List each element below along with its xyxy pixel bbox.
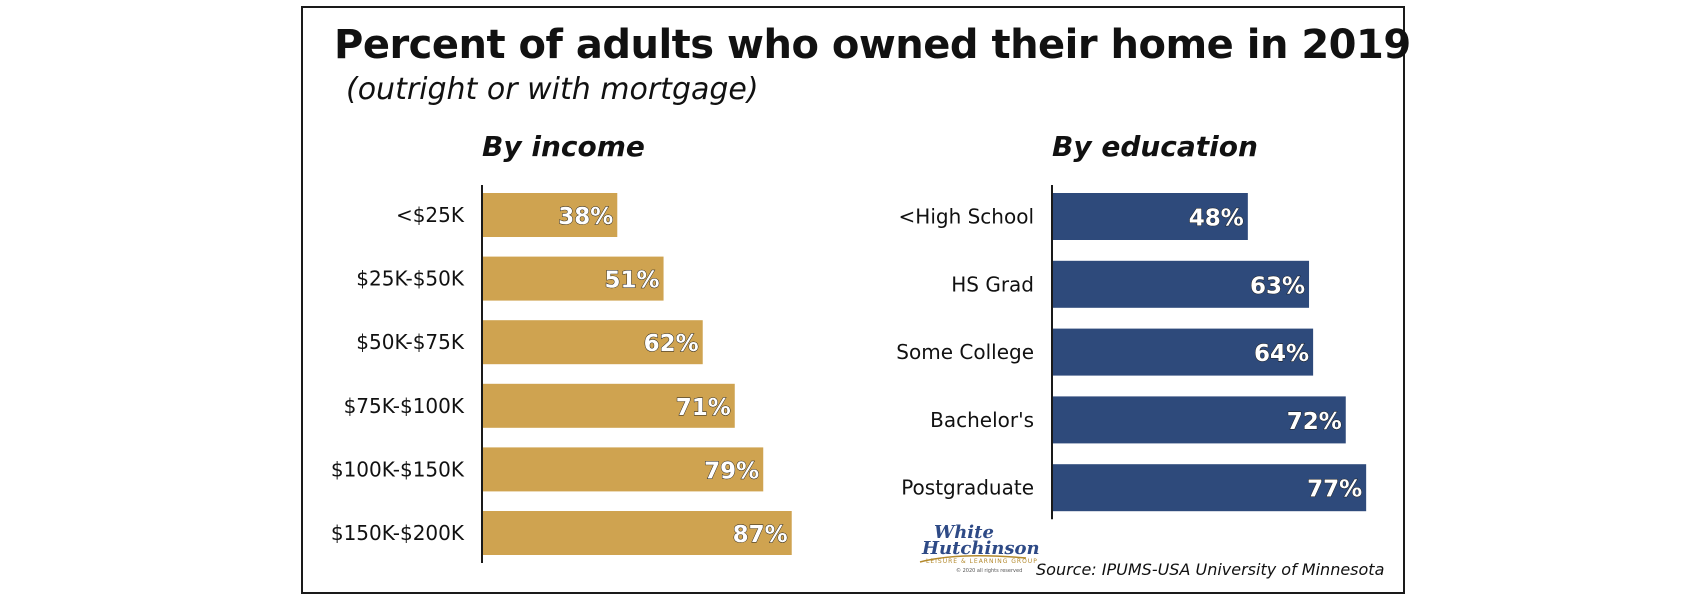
education-value-label: 72% (1287, 409, 1342, 435)
income-category-label: $75K-$100K (344, 394, 465, 418)
education-category-label: Bachelor's (930, 408, 1034, 432)
income-category-label: $50K-$75K (356, 330, 465, 354)
education-bar (1052, 193, 1248, 240)
education-category-label: Some College (896, 340, 1034, 364)
education-value-label: 48% (1189, 206, 1244, 232)
income-bar (482, 320, 703, 365)
chart-subtitle: (outright or with mortgage) (346, 72, 759, 107)
source-note: Source: IPUMS-USA University of Minnesot… (1036, 560, 1385, 579)
income-value-label: 62% (644, 331, 699, 357)
education-bar (1052, 260, 1310, 308)
education-value-label: 77% (1307, 477, 1362, 503)
income-bar (482, 383, 735, 428)
income-bar (482, 193, 618, 237)
income-bar (482, 447, 764, 492)
education-value-label: 63% (1250, 273, 1305, 299)
income-panel-title: By income (482, 130, 645, 163)
income-value-label: 38% (558, 204, 613, 230)
income-bar (482, 256, 664, 301)
education-bar (1052, 396, 1346, 444)
income-category-label: $150K-$200K (331, 521, 465, 545)
logo-swoosh-icon (919, 555, 1027, 563)
education-panel-title: By education (1052, 130, 1258, 163)
chart-title: Percent of adults who owned their home i… (334, 22, 1411, 68)
logo-text-group: LEISURE & LEARNING GROUP (926, 558, 1038, 565)
education-bar (1052, 464, 1367, 512)
income-value-label: 71% (676, 395, 731, 421)
education-category-label: HS Grad (951, 272, 1034, 296)
logo-text-copyright: © 2020 all rights reserved (956, 568, 1023, 574)
income-value-label: 51% (604, 268, 659, 294)
income-value-label: 79% (704, 458, 759, 484)
income-category-label: <$25K (396, 203, 465, 227)
income-chart: <$25K 38% $25K-$50K 51% $50K-$75K 62% $75K-$10… (331, 185, 792, 563)
education-category-label: Postgraduate (901, 476, 1034, 500)
income-category-label: $100K-$150K (331, 457, 465, 481)
education-value-label: 64% (1254, 341, 1309, 367)
education-category-label: <High School (899, 205, 1034, 229)
white-hutchinson-logo: White Hutchinson LEISURE & LEARNING GROU… (918, 522, 1040, 584)
logo-text-white: White (934, 522, 994, 543)
income-category-label: $25K-$50K (356, 267, 465, 291)
education-chart: <High School 48% HS Grad 63% Some College 64%… (896, 185, 1367, 520)
logo-text-hutchinson: Hutchinson (922, 538, 1040, 559)
education-bar (1052, 328, 1314, 376)
income-value-label: 87% (733, 522, 788, 548)
income-bar (482, 511, 792, 555)
